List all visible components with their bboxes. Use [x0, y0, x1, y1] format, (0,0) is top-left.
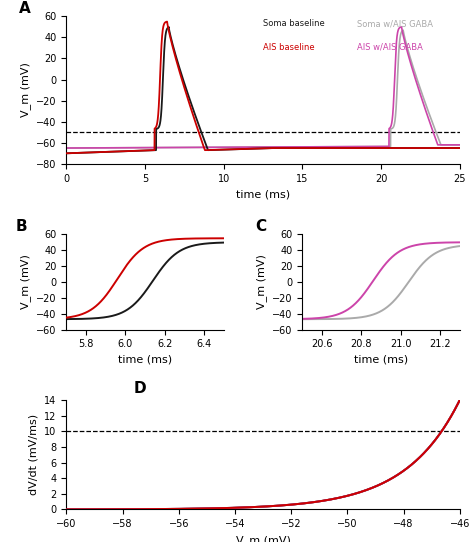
X-axis label: time (ms): time (ms): [354, 355, 408, 365]
X-axis label: time (ms): time (ms): [118, 355, 172, 365]
Y-axis label: V_m (mV): V_m (mV): [20, 63, 31, 118]
Y-axis label: dV/dt (mV/ms): dV/dt (mV/ms): [29, 414, 39, 495]
Text: D: D: [133, 380, 146, 396]
Y-axis label: V_m (mV): V_m (mV): [256, 255, 267, 309]
X-axis label: time (ms): time (ms): [236, 189, 290, 199]
Text: B: B: [16, 220, 27, 234]
Text: Soma w/AIS GABA: Soma w/AIS GABA: [357, 19, 434, 28]
Text: Soma baseline: Soma baseline: [263, 19, 325, 28]
Y-axis label: V_m (mV): V_m (mV): [20, 255, 31, 309]
X-axis label: V_m (mV): V_m (mV): [236, 535, 291, 542]
Text: C: C: [255, 220, 266, 234]
Text: AIS baseline: AIS baseline: [263, 43, 315, 52]
Text: A: A: [19, 1, 31, 16]
Text: AIS w/AIS GABA: AIS w/AIS GABA: [357, 43, 423, 52]
